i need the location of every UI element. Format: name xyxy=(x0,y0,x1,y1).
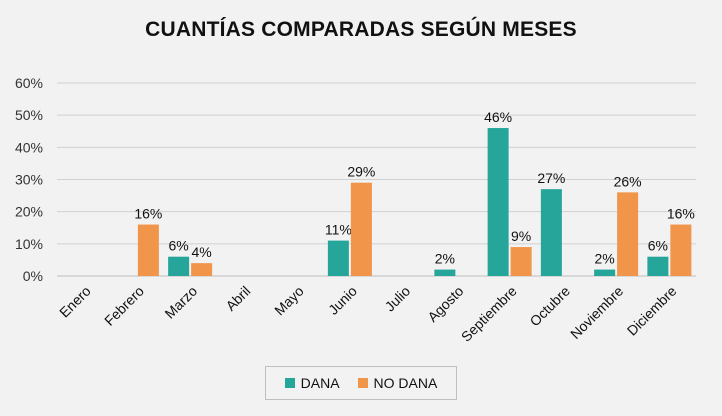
legend-item-dana: DANA xyxy=(284,375,340,391)
data-label: 9% xyxy=(511,228,531,244)
legend-swatch-no-dana xyxy=(357,378,368,388)
x-tick-label: Septiembre xyxy=(458,283,520,345)
bar xyxy=(647,256,669,276)
data-label: 2% xyxy=(595,251,615,267)
chart-title: CUANTÍAS COMPARADAS SEGÚN MESES xyxy=(145,18,577,41)
x-tick-label: Enero xyxy=(56,283,94,321)
data-label: 16% xyxy=(667,206,695,222)
bar xyxy=(617,192,639,276)
x-tick-label: Marzo xyxy=(161,283,200,322)
x-tick-label: Julio xyxy=(382,283,414,315)
y-tick-label: 40% xyxy=(15,139,43,155)
bar xyxy=(168,256,190,276)
data-label: 6% xyxy=(169,238,189,254)
bar xyxy=(510,247,532,276)
legend-label-no-dana: NO DANA xyxy=(373,375,438,391)
bar xyxy=(540,189,562,276)
x-tick-label: Febrero xyxy=(101,283,147,329)
x-tick-label: Noviembre xyxy=(567,283,626,342)
bar xyxy=(487,128,509,276)
legend-swatch-dana xyxy=(284,378,295,388)
data-label: 16% xyxy=(134,206,162,222)
bar xyxy=(670,224,692,276)
data-label: 29% xyxy=(347,164,375,180)
x-tick-label: Mayo xyxy=(271,283,307,319)
data-label: 11% xyxy=(325,222,352,238)
y-tick-label: 50% xyxy=(15,107,43,123)
bar xyxy=(594,269,616,276)
x-tick-label: Octubre xyxy=(526,283,573,330)
bar xyxy=(350,182,372,276)
y-tick-label: 60% xyxy=(15,75,43,91)
x-tick-label: Abril xyxy=(222,283,253,314)
y-tick-label: 10% xyxy=(15,236,43,252)
y-tick-label: 20% xyxy=(15,204,43,220)
bar xyxy=(327,240,349,276)
y-tick-label: 30% xyxy=(15,172,43,188)
x-tick-label: Agosto xyxy=(424,283,466,325)
legend-label-dana: DANA xyxy=(300,375,340,391)
data-label: 26% xyxy=(614,173,642,189)
data-label: 6% xyxy=(648,238,668,254)
x-tick-label: Diciembre xyxy=(624,283,680,339)
data-label: 2% xyxy=(435,251,455,267)
x-tick-label: Junio xyxy=(325,283,360,318)
bar xyxy=(137,224,159,276)
data-label: 4% xyxy=(192,244,212,260)
y-tick-label: 0% xyxy=(23,268,43,284)
data-label: 46% xyxy=(484,109,512,125)
bar xyxy=(191,263,213,276)
data-label: 27% xyxy=(537,170,565,186)
legend-item-no-dana: NO DANA xyxy=(357,375,438,391)
bar xyxy=(434,269,456,276)
chart-legend: DANA NO DANA xyxy=(265,366,457,400)
